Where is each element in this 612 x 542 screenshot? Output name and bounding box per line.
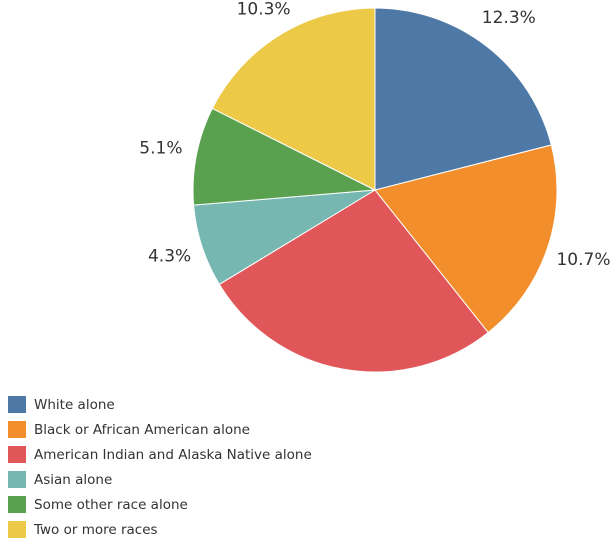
slice-label-5: 5.1%: [139, 139, 182, 159]
legend-item: Two or more races: [8, 517, 312, 542]
legend-label: White alone: [34, 396, 115, 413]
legend-swatch: [8, 496, 26, 513]
slice-label-6: 10.3%: [237, 0, 291, 20]
slice-label-2: 10.7%: [556, 250, 610, 270]
pie-slice-5: [192, 107, 377, 206]
legend: White alone Black or African American alo…: [8, 392, 312, 542]
legend-label: American Indian and Alaska Native alone: [34, 446, 312, 463]
legend-label: Asian alone: [34, 471, 113, 488]
pie-slice-2: [374, 144, 558, 334]
legend-swatch: [8, 471, 26, 488]
legend-item: Asian alone: [8, 467, 312, 492]
pie-slice-1: [374, 7, 552, 191]
legend-label: Black or African American alone: [34, 421, 250, 438]
pie-slice-3: [218, 189, 489, 373]
slice-label-3: 15.8%: [311, 389, 365, 390]
slice-label-1: 12.3%: [482, 8, 536, 28]
legend-label: Two or more races: [34, 521, 158, 538]
pie-chart: 12.3% 10.7% 15.8% 4.3% 5.1% 10.3%: [139, 0, 610, 390]
legend-item: White alone: [8, 392, 312, 417]
pie-slices: [192, 7, 558, 373]
legend-label: Some other race alone: [34, 496, 188, 513]
legend-swatch: [8, 521, 26, 538]
legend-item: Black or African American alone: [8, 417, 312, 442]
legend-swatch: [8, 421, 26, 438]
slice-label-4: 4.3%: [148, 247, 191, 267]
legend-item: American Indian and Alaska Native alone: [8, 442, 312, 467]
legend-swatch: [8, 396, 26, 413]
pie-labels: 12.3% 10.7% 15.8% 4.3% 5.1% 10.3%: [139, 0, 610, 390]
legend-item: Some other race alone: [8, 492, 312, 517]
pie-slice-6: [211, 7, 376, 191]
legend-swatch: [8, 446, 26, 463]
